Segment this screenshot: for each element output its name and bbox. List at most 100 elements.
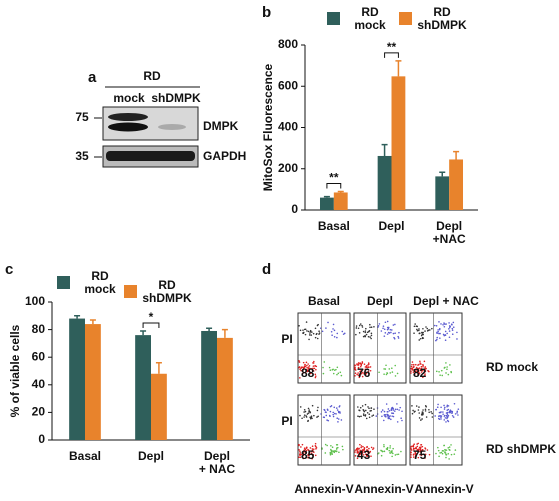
event-dot <box>419 450 421 453</box>
event-dot <box>436 338 438 341</box>
event-dot <box>387 326 390 329</box>
event-dot <box>396 421 399 423</box>
event-dot <box>336 373 338 376</box>
x-tick-label: Depl +NAC <box>432 219 466 246</box>
event-dot <box>445 453 447 456</box>
event-dot <box>299 456 302 459</box>
event-dot <box>418 412 421 414</box>
event-dot <box>410 370 412 372</box>
event-dot <box>444 323 446 325</box>
event-dot <box>452 321 455 324</box>
event-dot <box>298 456 300 459</box>
event-dot <box>411 412 414 415</box>
event-dot <box>380 330 383 332</box>
event-dot <box>307 419 309 422</box>
event-dot <box>335 407 338 409</box>
event-dot <box>421 445 424 448</box>
event-dot <box>422 337 425 339</box>
event-dot <box>452 416 455 418</box>
event-dot <box>357 448 360 450</box>
band <box>106 151 195 161</box>
event-dot <box>390 331 392 334</box>
event-dot <box>412 369 414 371</box>
event-dot <box>445 362 447 364</box>
event-dot <box>310 450 313 452</box>
event-dot <box>382 419 385 422</box>
event-dot <box>385 373 388 376</box>
event-dot <box>332 411 335 414</box>
event-dot <box>424 453 427 456</box>
event-dot <box>451 410 454 413</box>
event-dot <box>373 325 375 328</box>
event-dot <box>413 411 416 413</box>
event-dot <box>299 414 301 417</box>
event-dot <box>400 417 402 420</box>
event-dot <box>424 366 427 368</box>
event-dot <box>365 409 367 412</box>
event-dot <box>391 406 394 409</box>
event-dot <box>422 369 424 372</box>
event-dot <box>336 443 339 446</box>
event-dot <box>359 449 362 452</box>
event-dot <box>391 371 394 373</box>
event-dot <box>417 456 420 459</box>
significance-label: ** <box>387 40 397 54</box>
event-dot <box>389 328 392 331</box>
event-dot <box>383 335 386 337</box>
event-dot <box>446 417 448 420</box>
event-dot <box>440 411 442 413</box>
event-dot <box>440 451 443 454</box>
event-dot <box>396 372 399 375</box>
event-dot <box>390 407 393 410</box>
event-dot <box>333 406 336 409</box>
event-dot <box>389 447 391 449</box>
event-dot <box>443 404 445 407</box>
legend-label: RD shDMPK <box>142 278 192 305</box>
event-dot <box>397 337 400 339</box>
event-dot <box>299 406 302 408</box>
event-dot <box>391 455 393 458</box>
event-dot <box>448 446 451 448</box>
event-dot <box>436 336 439 339</box>
event-dot <box>385 448 388 450</box>
event-dot <box>437 446 439 449</box>
bar <box>449 159 464 210</box>
event-dot <box>414 363 417 366</box>
event-dot <box>438 455 440 458</box>
event-dot <box>336 409 339 411</box>
legend-swatch <box>57 276 70 289</box>
legend-swatch <box>327 12 340 25</box>
event-dot <box>389 445 392 447</box>
event-dot <box>312 365 315 367</box>
event-dot <box>447 452 450 455</box>
event-dot <box>421 411 424 413</box>
event-dot <box>367 452 370 455</box>
event-dot <box>410 372 412 374</box>
bar <box>391 76 406 210</box>
event-dot <box>448 328 450 330</box>
event-dot <box>444 330 447 333</box>
event-dot <box>311 369 314 371</box>
event-dot <box>298 366 301 368</box>
x-tick-label: Basal <box>317 219 350 233</box>
event-dot <box>387 411 389 413</box>
event-dot <box>424 457 426 459</box>
band <box>108 113 148 121</box>
event-dot <box>339 411 341 413</box>
event-dot <box>363 447 366 450</box>
event-dot <box>424 330 426 332</box>
event-dot <box>426 330 429 332</box>
event-dot <box>438 370 440 373</box>
event-dot <box>314 365 316 367</box>
event-dot <box>316 409 319 412</box>
event-dot <box>318 333 320 335</box>
event-dot <box>360 446 362 449</box>
event-dot <box>393 410 396 412</box>
event-dot <box>298 453 301 456</box>
error-bar <box>74 315 81 319</box>
event-dot <box>338 406 341 408</box>
y-tick-label: 800 <box>278 37 298 51</box>
event-dot <box>451 414 454 417</box>
event-dot <box>439 415 442 417</box>
event-dot <box>366 451 369 453</box>
